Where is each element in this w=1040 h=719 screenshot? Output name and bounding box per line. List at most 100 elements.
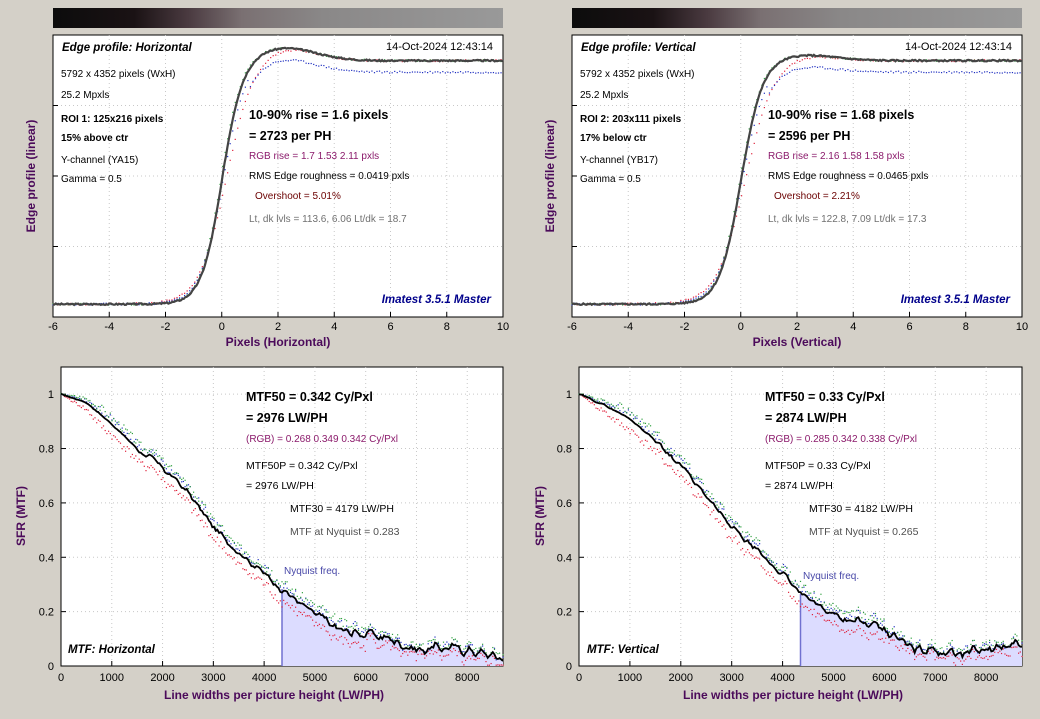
green-dot	[191, 494, 193, 496]
blue-dot	[819, 66, 821, 68]
green-dot	[140, 304, 143, 306]
blue-dot	[376, 70, 378, 73]
red-dot	[275, 54, 277, 56]
blue-dot	[680, 301, 682, 303]
red-dot	[225, 552, 227, 554]
red-dot	[181, 497, 183, 499]
red-dot	[278, 602, 280, 604]
blue-dot	[310, 605, 312, 608]
blue-dot	[424, 650, 426, 653]
red-dot	[740, 549, 742, 551]
red-dot	[181, 293, 183, 295]
green-dot	[261, 565, 263, 567]
red-dot	[439, 655, 441, 657]
blue-dot	[746, 158, 748, 160]
red-dot	[220, 541, 222, 543]
blue-dot	[966, 71, 968, 73]
blue-dot	[992, 648, 994, 650]
red-dot	[277, 51, 279, 54]
green-dot	[463, 648, 465, 650]
rise-per-ph: = 2596 per PH	[768, 129, 850, 143]
green-dot	[724, 513, 727, 516]
mtf-at-nyquist: MTF at Nyquist = 0.265	[809, 526, 919, 538]
green-dot	[332, 615, 334, 617]
red-dot	[680, 299, 682, 302]
green-dot	[448, 645, 450, 647]
green-dot	[714, 500, 716, 503]
blue-dot	[351, 69, 353, 71]
green-dot	[983, 645, 986, 647]
blue-dot	[963, 648, 965, 650]
blue-dot	[181, 481, 183, 483]
blue-dot	[929, 646, 931, 648]
green-dot	[752, 539, 754, 542]
red-dot	[735, 535, 737, 537]
red-dot	[632, 430, 635, 432]
roi-position: 15% above ctr	[61, 133, 128, 144]
red-dot	[224, 183, 226, 185]
blue-dot	[923, 71, 925, 74]
green-dot	[951, 639, 953, 642]
red-dot	[487, 664, 489, 666]
y-tick-label: 1	[48, 389, 54, 401]
blue-dot	[1001, 72, 1003, 74]
blue-dot	[448, 643, 450, 645]
blue-dot	[153, 303, 155, 306]
blue-dot	[123, 431, 125, 433]
red-dot	[946, 655, 948, 657]
red-dot	[956, 657, 958, 659]
blue-dot	[136, 446, 139, 448]
red-dot	[825, 620, 827, 622]
green-dot	[111, 420, 113, 422]
blue-dot	[1002, 642, 1004, 644]
x-axis-label: Line widths per picture height (LW/PH)	[683, 688, 903, 702]
green-dot	[91, 404, 93, 406]
red-dot	[774, 579, 776, 581]
red-dot	[919, 653, 921, 655]
x-tick-label: 2000	[150, 672, 174, 684]
green-dot	[720, 265, 722, 268]
green-dot	[816, 599, 819, 602]
green-dot	[495, 652, 497, 654]
red-dot	[695, 496, 698, 498]
red-dot	[191, 512, 193, 514]
red-dot	[138, 458, 140, 460]
green-dot	[709, 495, 711, 498]
blue-dot	[779, 569, 781, 572]
blue-dot	[994, 72, 996, 74]
red-dot	[745, 551, 747, 553]
red-dot	[442, 655, 445, 657]
blue-dot	[464, 71, 467, 73]
red-dot	[323, 625, 326, 628]
green-dot	[265, 50, 267, 53]
green-dot	[1002, 640, 1004, 642]
green-dot	[661, 440, 664, 442]
red-dot	[385, 640, 387, 642]
red-dot	[619, 424, 621, 426]
green-dot	[97, 405, 99, 408]
red-dot	[332, 635, 334, 637]
blue-dot	[421, 71, 424, 74]
green-dot	[740, 167, 743, 169]
blue-dot	[130, 438, 132, 440]
nyquist-label: Nyquist freq.	[284, 566, 340, 577]
red-dot	[330, 639, 332, 641]
blue-dot	[295, 590, 297, 592]
green-dot	[897, 632, 899, 634]
blue-dot	[982, 644, 984, 646]
green-dot	[701, 478, 703, 480]
green-dot	[644, 422, 647, 424]
blue-dot	[300, 59, 302, 62]
blue-dot	[844, 69, 846, 72]
roi-position: 17% below ctr	[580, 133, 647, 144]
red-dot	[859, 627, 861, 630]
green-dot	[439, 644, 441, 646]
green-dot	[189, 486, 191, 488]
blue-dot	[161, 301, 163, 303]
blue-dot	[794, 69, 796, 71]
red-dot	[405, 651, 407, 653]
green-dot	[694, 477, 696, 479]
blue-dot	[250, 562, 252, 564]
red-dot	[607, 415, 609, 418]
red-dot	[466, 657, 468, 659]
